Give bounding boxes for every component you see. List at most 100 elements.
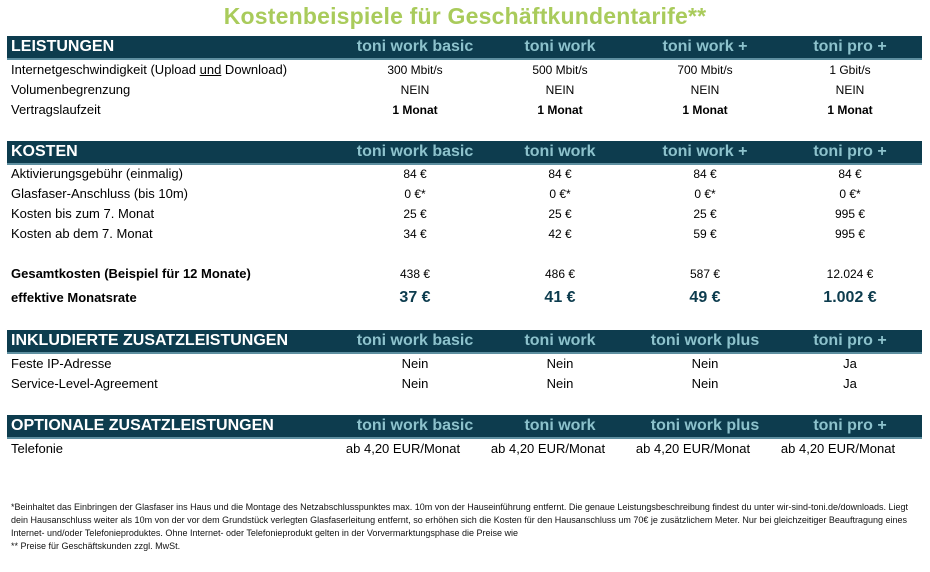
row-label: Internetgeschwindigkeit (Upload und Down… [11,62,288,77]
table-row: Volumenbegrenzung NEIN NEIN NEIN NEIN [0,80,930,100]
cell-value: 995 € [834,207,866,221]
row-label: Gesamtkosten (Beispiel für 12 Monate) [11,266,251,281]
column-header: toni pro + [813,332,887,349]
cell-value: 84 € [838,167,862,181]
cell-value: 41 € [544,289,576,306]
cell-value: 25 € [548,207,572,221]
cell-value: 0 €* [549,187,571,201]
cell-value: 49 € [689,289,721,306]
cell-value: NEIN [835,83,865,97]
cell-value: Ja [843,376,857,391]
cell-value: 84 € [403,167,427,181]
cell-value: ab 4,20 EUR/Monat [635,441,751,456]
cell-value: Nein [546,376,574,391]
row-label: Volumenbegrenzung [11,82,131,97]
footnote-2: ** Preise für Geschäftskunden zzgl. MwSt… [11,541,181,551]
cell-value: 438 € [399,267,431,281]
row-label: Kosten bis zum 7. Monat [11,206,155,221]
cell-value: 84 € [693,167,717,181]
page-title: Kostenbeispiele für Geschäftkundentarife… [223,3,707,29]
cell-value: 12.024 € [826,267,874,281]
cell-value: 1.002 € [823,289,877,306]
column-header: toni work [524,38,596,55]
table-row: Service-Level-Agreement Nein Nein Nein J… [0,374,930,394]
cell-value: 500 Mbit/s [532,63,588,77]
cell-value: 59 € [693,227,717,241]
cell-value: NEIN [400,83,430,97]
cell-value: NEIN [545,83,575,97]
cell-value: 25 € [693,207,717,221]
row-label: effektive Monatsrate [11,290,137,305]
table-row: Feste IP-Adresse Nein Nein Nein Ja [0,354,930,374]
table-row: Aktivierungsgebühr (einmalig) 84 € 84 € … [0,164,930,184]
section-title: LEISTUNGEN [11,38,115,55]
section-header-optional: OPTIONALE ZUSATZLEISTUNGEN toni work bas… [7,415,922,439]
row-label: Kosten ab dem 7. Monat [11,226,153,241]
cell-value: Nein [546,356,574,371]
row-label: Feste IP-Adresse [11,356,112,371]
cell-value: ab 4,20 EUR/Monat [345,441,461,456]
section-header-inklusive: INKLUDIERTE ZUSATZLEISTUNGEN toni work b… [7,330,922,354]
cell-value: 486 € [544,267,576,281]
cell-value: 1 Monat [682,103,728,117]
cell-value: 0 €* [839,187,861,201]
cell-value: Nein [401,356,429,371]
row-label: Aktivierungsgebühr (einmalig) [11,166,183,181]
row-label: Glasfaser-Anschluss (bis 10m) [11,186,188,201]
cell-value: 587 € [689,267,721,281]
table-row: Kosten bis zum 7. Monat 25 € 25 € 25 € 9… [0,204,930,224]
cell-value: 37 € [399,289,431,306]
cell-value: 34 € [403,227,427,241]
column-header: toni work basic [356,417,474,434]
cell-value: Nein [691,376,719,391]
cell-value: ab 4,20 EUR/Monat [780,441,896,456]
cell-value: Ja [843,356,857,371]
cell-value: 995 € [834,227,866,241]
footnote-1: *Beinhaltet das Einbringen der Glasfaser… [11,502,909,538]
section-title: OPTIONALE ZUSATZLEISTUNGEN [11,417,274,434]
section-header-kosten: KOSTEN toni work basic toni work toni wo… [7,141,922,165]
row-label: Telefonie [11,441,64,456]
table-row: Glasfaser-Anschluss (bis 10m) 0 €* 0 €* … [0,184,930,204]
table-row: Internetgeschwindigkeit (Upload und Down… [0,60,930,80]
column-header: toni work basic [356,38,474,55]
cell-value: 700 Mbit/s [677,63,733,77]
cell-value: Nein [691,356,719,371]
column-header: toni pro + [813,38,887,55]
cell-value: 300 Mbit/s [387,63,443,77]
total-row: Gesamtkosten (Beispiel für 12 Monate) 43… [0,264,930,284]
column-header: toni work [524,332,596,349]
cell-value: 84 € [548,167,572,181]
cell-value: 1 Gbit/s [829,63,871,77]
column-header: toni work basic [356,143,474,160]
column-header: toni work plus [650,332,760,349]
column-header: toni pro + [813,417,887,434]
column-header: toni work + [662,143,748,160]
monthly-rate-row: effektive Monatsrate 37 € 41 € 49 € 1.00… [0,287,930,309]
section-header-leistungen: LEISTUNGEN toni work basic toni work ton… [7,36,922,60]
column-header: toni work plus [650,417,760,434]
cell-value: 1 Monat [537,103,583,117]
section-title: INKLUDIERTE ZUSATZLEISTUNGEN [11,332,289,349]
cell-value: 0 €* [694,187,716,201]
cell-value: NEIN [690,83,720,97]
row-label: Service-Level-Agreement [11,376,158,391]
column-header: toni work basic [356,332,474,349]
cell-value: 1 Monat [392,103,438,117]
footnotes: *Beinhaltet das Einbringen der Glasfaser… [11,501,923,553]
cell-value: 42 € [548,227,572,241]
column-header: toni work [524,143,596,160]
table-row: Kosten ab dem 7. Monat 34 € 42 € 59 € 99… [0,224,930,244]
cell-value: ab 4,20 EUR/Monat [490,441,606,456]
cell-value: 25 € [403,207,427,221]
table-row: Vertragslaufzeit 1 Monat 1 Monat 1 Monat… [0,100,930,120]
column-header: toni pro + [813,143,887,160]
table-row: Telefonie ab 4,20 EUR/Monat ab 4,20 EUR/… [0,439,930,459]
section-title: KOSTEN [11,143,78,160]
row-label: Vertragslaufzeit [11,102,101,117]
column-header: toni work + [662,38,748,55]
cell-value: 0 €* [404,187,426,201]
cell-value: 1 Monat [827,103,873,117]
column-header: toni work [524,417,596,434]
cell-value: Nein [401,376,429,391]
